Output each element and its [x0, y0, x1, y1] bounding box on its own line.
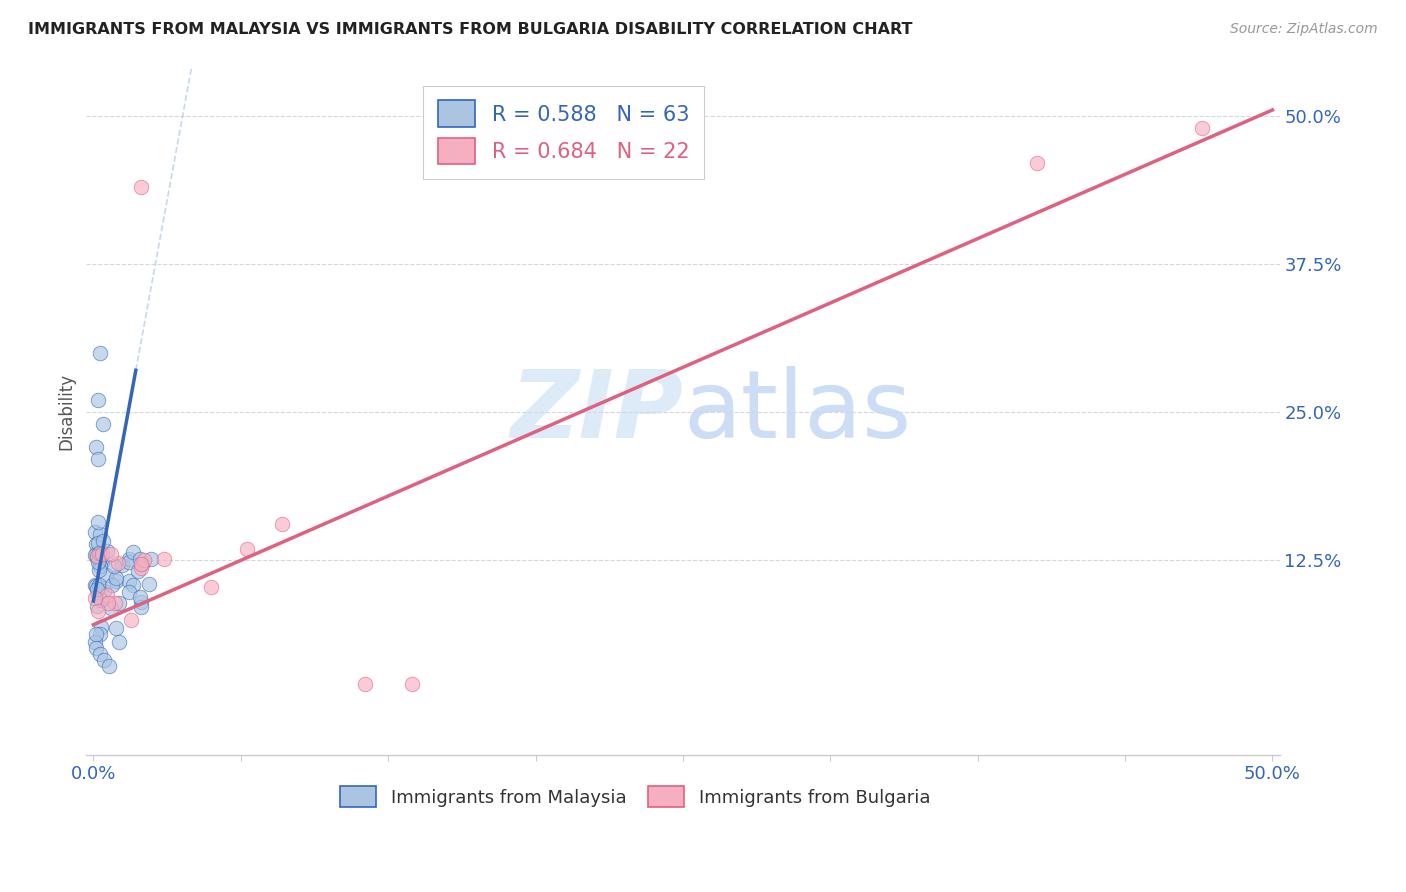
- Point: [100, 600, 122, 615]
- Point: [107, 634, 129, 648]
- Point: [87, 587, 110, 601]
- Point: [96, 588, 118, 602]
- Y-axis label: Disability: Disability: [58, 373, 75, 450]
- Point: [129, 552, 152, 566]
- Point: [138, 576, 160, 591]
- Point: [89, 345, 111, 359]
- Text: atlas: atlas: [683, 366, 911, 458]
- Point: [87, 604, 110, 618]
- Point: [86, 549, 108, 564]
- Point: [139, 551, 162, 566]
- Point: [104, 574, 127, 589]
- Point: [129, 557, 152, 571]
- Point: [134, 552, 156, 566]
- Point: [83, 578, 105, 592]
- Point: [129, 561, 152, 575]
- Point: [91, 555, 114, 569]
- Point: [103, 596, 125, 610]
- Text: IMMIGRANTS FROM MALAYSIA VS IMMIGRANTS FROM BULGARIA DISABILITY CORRELATION CHAR: IMMIGRANTS FROM MALAYSIA VS IMMIGRANTS F…: [28, 22, 912, 37]
- Point: [89, 559, 111, 574]
- Point: [105, 621, 128, 635]
- Point: [86, 549, 108, 563]
- Point: [86, 599, 108, 613]
- Point: [108, 596, 131, 610]
- Point: [86, 641, 108, 656]
- Point: [129, 600, 152, 615]
- Point: [86, 582, 108, 596]
- Point: [118, 574, 141, 588]
- Point: [90, 547, 112, 561]
- Point: [87, 452, 110, 467]
- Point: [129, 595, 152, 609]
- Point: [127, 564, 149, 578]
- Point: [1025, 156, 1047, 170]
- Point: [100, 547, 122, 561]
- Point: [93, 534, 115, 549]
- Point: [83, 548, 105, 562]
- Point: [111, 558, 134, 572]
- Point: [89, 627, 111, 641]
- Point: [120, 613, 142, 627]
- Point: [118, 584, 141, 599]
- Point: [200, 580, 222, 594]
- Point: [89, 527, 111, 541]
- Point: [87, 555, 110, 569]
- Point: [131, 558, 153, 572]
- Point: [101, 578, 124, 592]
- Point: [353, 677, 375, 691]
- Point: [87, 535, 110, 549]
- Text: ZIP: ZIP: [510, 366, 683, 458]
- Point: [1191, 120, 1213, 135]
- Point: [401, 677, 423, 691]
- Point: [87, 548, 110, 562]
- Legend: Immigrants from Malaysia, Immigrants from Bulgaria: Immigrants from Malaysia, Immigrants fro…: [333, 780, 938, 814]
- Point: [235, 541, 257, 556]
- Point: [271, 516, 294, 531]
- Point: [96, 543, 118, 558]
- Point: [107, 556, 129, 570]
- Point: [84, 547, 107, 561]
- Point: [84, 537, 107, 551]
- Point: [103, 558, 125, 573]
- Point: [129, 179, 152, 194]
- Point: [90, 593, 112, 607]
- Point: [90, 549, 112, 563]
- Point: [122, 578, 145, 592]
- Point: [89, 552, 111, 566]
- Point: [87, 392, 110, 407]
- Point: [89, 648, 111, 662]
- Point: [84, 440, 107, 454]
- Point: [104, 571, 127, 585]
- Point: [91, 417, 114, 431]
- Point: [97, 597, 120, 611]
- Point: [93, 653, 115, 667]
- Point: [128, 590, 150, 604]
- Point: [83, 635, 105, 649]
- Point: [86, 515, 108, 529]
- Point: [97, 659, 120, 673]
- Point: [83, 591, 105, 605]
- Point: [93, 583, 115, 598]
- Point: [87, 563, 110, 577]
- Point: [84, 579, 107, 593]
- Point: [90, 620, 112, 634]
- Point: [153, 552, 176, 566]
- Point: [89, 578, 111, 592]
- Point: [83, 524, 105, 539]
- Point: [118, 555, 141, 569]
- Point: [122, 545, 145, 559]
- Point: [86, 627, 108, 641]
- Point: [96, 567, 118, 582]
- Text: Source: ZipAtlas.com: Source: ZipAtlas.com: [1230, 22, 1378, 37]
- Point: [118, 552, 141, 566]
- Point: [89, 546, 111, 560]
